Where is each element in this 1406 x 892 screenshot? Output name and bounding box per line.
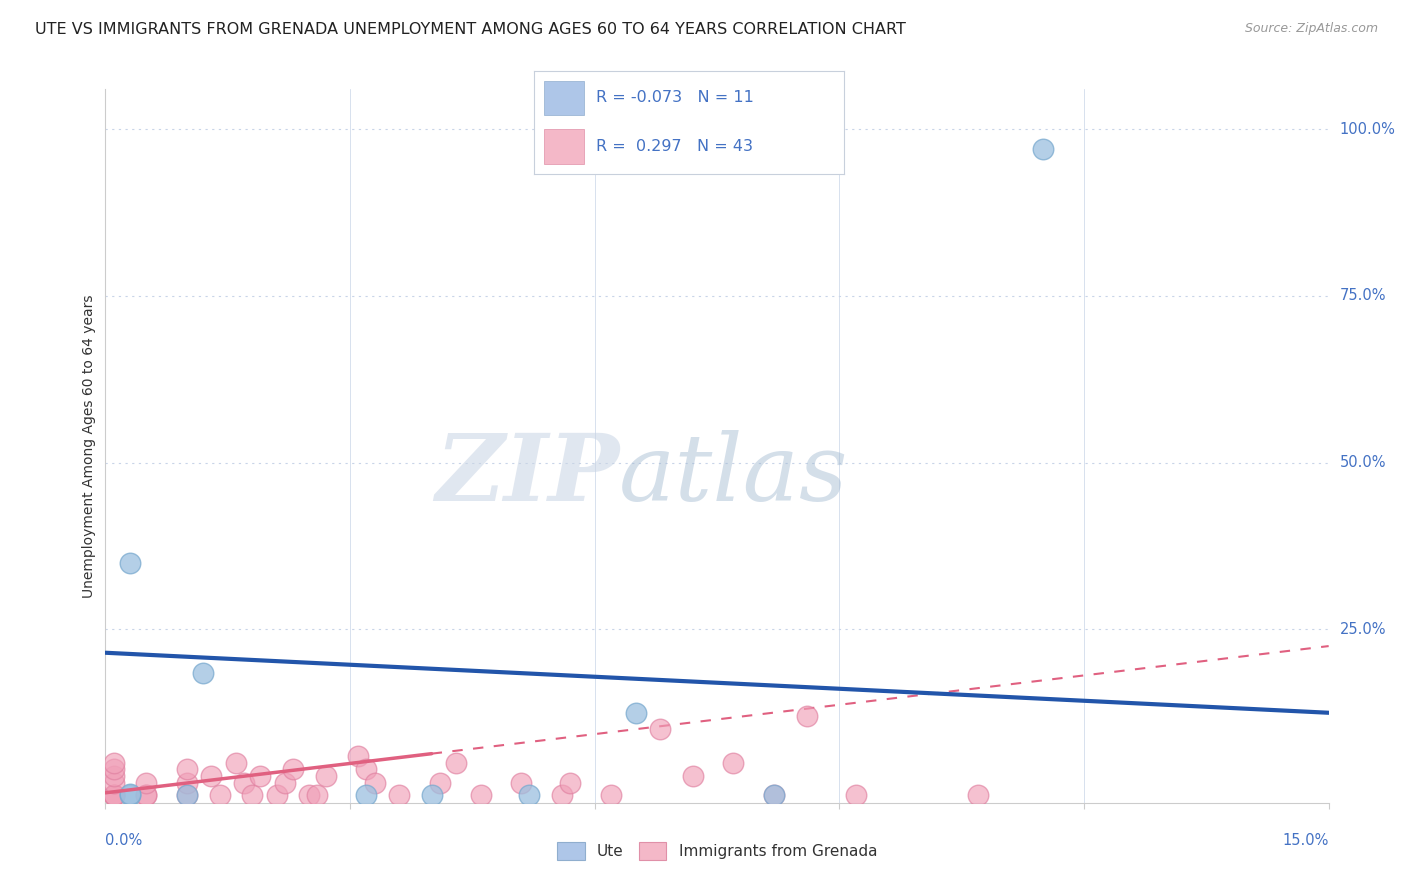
Point [103,763,125,777]
Bar [544,128,583,163]
Point [356,788,378,802]
Point [135,789,157,803]
Point [298,789,321,803]
Point [763,788,786,802]
Text: 50.0%: 50.0% [1340,455,1386,470]
Point [240,789,263,803]
Point [648,723,671,737]
Text: 100.0%: 100.0% [1340,121,1396,136]
Text: UTE VS IMMIGRANTS FROM GRENADA UNEMPLOYMENT AMONG AGES 60 TO 64 YEARS CORRELATIO: UTE VS IMMIGRANTS FROM GRENADA UNEMPLOYM… [35,22,905,37]
Text: 15.0%: 15.0% [1282,833,1329,848]
Point [135,789,157,803]
Text: ZIP: ZIP [434,430,619,519]
Point [682,769,704,783]
Point [388,789,411,803]
Point [103,756,125,770]
Point [470,789,492,803]
Y-axis label: Unemployment Among Ages 60 to 64 years: Unemployment Among Ages 60 to 64 years [83,294,97,598]
Point [225,756,247,770]
Text: 0.0%: 0.0% [105,833,142,848]
Point [510,776,533,790]
Point [233,776,256,790]
Legend: Ute, Immigrants from Grenada: Ute, Immigrants from Grenada [551,836,883,866]
Point [1032,142,1054,156]
Text: 75.0%: 75.0% [1340,288,1386,303]
Point [600,789,623,803]
Point [176,789,198,803]
Point [176,763,198,777]
Point [796,709,818,723]
Point [420,788,443,802]
Point [274,776,297,790]
Point [560,776,582,790]
Point [281,763,304,777]
Point [967,789,990,803]
Point [176,776,198,790]
Point [307,789,329,803]
Point [103,769,125,783]
Point [193,665,215,680]
Point [103,776,125,790]
Point [103,789,125,803]
Point [118,788,141,802]
Text: atlas: atlas [619,430,849,519]
Point [103,789,125,803]
Point [519,788,541,802]
Point [176,788,198,802]
Point [103,789,125,803]
Point [624,706,647,720]
Point [249,769,271,783]
Point [356,763,378,777]
Point [845,789,868,803]
Text: Source: ZipAtlas.com: Source: ZipAtlas.com [1244,22,1378,36]
Point [118,787,141,801]
Point [429,776,451,790]
Text: 25.0%: 25.0% [1340,622,1386,637]
Text: R = -0.073   N = 11: R = -0.073 N = 11 [596,90,754,105]
Point [363,776,385,790]
Point [266,789,288,803]
Point [135,776,157,790]
Point [723,756,745,770]
Point [208,789,231,803]
Point [315,769,337,783]
Point [347,749,370,764]
Bar [544,80,583,115]
Point [118,556,141,570]
Point [763,789,786,803]
Point [551,789,574,803]
Point [200,769,222,783]
Text: R =  0.297   N = 43: R = 0.297 N = 43 [596,139,754,153]
Point [444,756,467,770]
